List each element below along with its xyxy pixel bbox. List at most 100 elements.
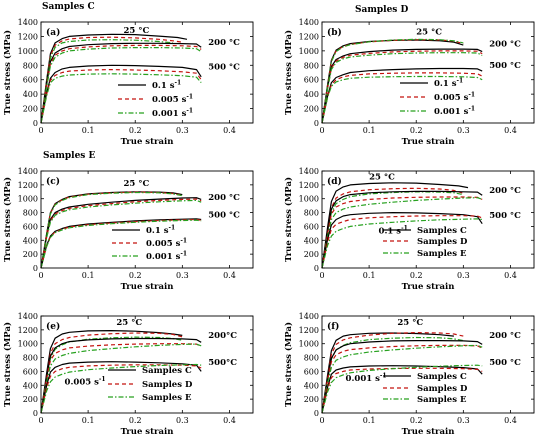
series-line bbox=[321, 197, 483, 269]
annotation-label: 0.005 s-1 bbox=[65, 376, 106, 388]
x-tick-label: 0.3 bbox=[457, 416, 470, 425]
x-tick-label: 0.3 bbox=[457, 126, 470, 135]
series-line bbox=[40, 64, 202, 124]
y-tick-label: 800 bbox=[304, 209, 319, 218]
y-tick-label: 200 bbox=[23, 105, 38, 114]
legend-label: Samples E bbox=[142, 393, 192, 403]
series-line bbox=[321, 75, 483, 124]
x-tick-label: 0.1 bbox=[82, 126, 95, 135]
legend-label: 0.1 s-1 bbox=[434, 78, 463, 90]
y-tick-label: 1400 bbox=[299, 167, 319, 176]
annotation-label: 500°C bbox=[208, 358, 237, 368]
y-axis-label: True stress (MPa) bbox=[2, 322, 13, 407]
x-tick-label: 0.1 bbox=[363, 416, 376, 425]
y-tick-label: 400 bbox=[304, 90, 319, 99]
panel-label: (e) bbox=[46, 321, 60, 332]
x-axis-label: True strain bbox=[402, 427, 455, 437]
y-axis-label: True stress (MPa) bbox=[283, 322, 294, 407]
annotation-label: 200 °C bbox=[208, 193, 240, 203]
y-tick-label: 400 bbox=[304, 236, 319, 245]
plot-frame bbox=[321, 315, 535, 414]
y-tick-label: 0 bbox=[314, 264, 319, 273]
series-line bbox=[321, 50, 483, 124]
annotation-label: 200 °C bbox=[489, 186, 521, 196]
y-tick-label: 400 bbox=[23, 90, 38, 99]
plot-frame bbox=[321, 170, 535, 269]
annotation-label: 25 °C bbox=[116, 318, 142, 328]
x-tick-label: 0.4 bbox=[223, 416, 236, 425]
y-axis-label: True stress (MPa) bbox=[283, 30, 294, 115]
y-tick-label: 600 bbox=[304, 367, 319, 376]
y-tick-label: 0 bbox=[314, 119, 319, 128]
x-tick-label: 0.1 bbox=[82, 271, 95, 280]
x-tick-label: 0.4 bbox=[504, 416, 517, 425]
annotation-label: 25 °C bbox=[123, 26, 149, 36]
x-tick-label: 0.3 bbox=[457, 271, 470, 280]
chart-panel: 0 0.1 0.2 0.3 0.4 0 200 400 600 800 1000 1200 1400 Tr… bbox=[283, 167, 535, 292]
panel-title: Samples C bbox=[42, 2, 95, 12]
legend-label: 0.1 s-1 bbox=[152, 80, 181, 92]
y-tick-label: 600 bbox=[23, 76, 38, 85]
y-tick-label: 0 bbox=[33, 264, 38, 273]
x-tick-label: 0.1 bbox=[82, 416, 95, 425]
series-line bbox=[40, 364, 202, 414]
x-tick-label: 0.2 bbox=[129, 126, 142, 135]
y-tick-label: 600 bbox=[23, 222, 38, 231]
series-line bbox=[321, 218, 483, 269]
y-tick-label: 1000 bbox=[18, 195, 38, 204]
x-tick-label: 0.4 bbox=[223, 271, 236, 280]
legend-label: Samples E bbox=[417, 249, 467, 259]
y-tick-label: 1400 bbox=[18, 312, 38, 321]
series-line bbox=[321, 52, 483, 124]
series-line bbox=[40, 44, 202, 124]
legend-label: 0.1 s-1 bbox=[146, 225, 175, 237]
x-tick-label: 0.1 bbox=[363, 126, 376, 135]
annotation-label: 200 °C bbox=[208, 38, 240, 48]
y-tick-label: 200 bbox=[23, 395, 38, 404]
series-line bbox=[321, 332, 454, 414]
y-tick-label: 1200 bbox=[18, 326, 38, 335]
x-tick-label: 0.1 bbox=[363, 271, 376, 280]
y-tick-label: 0 bbox=[33, 119, 38, 128]
annotation-label: 25 °C bbox=[369, 172, 395, 182]
x-tick-label: 0.4 bbox=[223, 126, 236, 135]
series-line bbox=[321, 344, 483, 414]
x-axis-label: True strain bbox=[402, 282, 455, 292]
series-line bbox=[321, 48, 483, 124]
series-line bbox=[40, 199, 202, 269]
x-axis-label: True strain bbox=[402, 137, 455, 147]
y-tick-label: 1000 bbox=[18, 47, 38, 56]
legend-label: Samples C bbox=[417, 372, 467, 382]
y-tick-label: 200 bbox=[23, 250, 38, 259]
x-tick-label: 0.3 bbox=[176, 126, 189, 135]
x-tick-label: 0 bbox=[38, 271, 43, 280]
series-line bbox=[321, 364, 483, 414]
x-axis-label: True strain bbox=[121, 427, 174, 437]
series-line bbox=[40, 361, 202, 414]
legend-label: 0.001 s-1 bbox=[434, 106, 475, 118]
panel-label: (d) bbox=[327, 176, 342, 187]
chart-panel: 0 0.1 0.2 0.3 0.4 0 200 400 600 800 1000 1200 1400 Tr… bbox=[2, 2, 254, 147]
x-axis-label: True strain bbox=[121, 282, 174, 292]
series-line bbox=[40, 68, 202, 124]
legend-label: Samples C bbox=[142, 366, 192, 376]
y-tick-label: 0 bbox=[314, 409, 319, 418]
annotation-label: 200 °C bbox=[489, 331, 521, 341]
y-tick-label: 1000 bbox=[299, 340, 319, 349]
series-line bbox=[321, 67, 483, 124]
series-line bbox=[40, 42, 202, 124]
series-line bbox=[321, 72, 483, 124]
plot-frame bbox=[40, 170, 254, 269]
series-line bbox=[40, 198, 202, 269]
y-tick-label: 400 bbox=[304, 381, 319, 390]
annotation-label: 500 °C bbox=[208, 210, 240, 220]
x-tick-label: 0.4 bbox=[504, 271, 517, 280]
y-tick-label: 1200 bbox=[299, 32, 319, 41]
y-tick-label: 1000 bbox=[18, 340, 38, 349]
y-axis-label: True stress (MPa) bbox=[2, 177, 13, 262]
legend-label: 0.005 s-1 bbox=[434, 92, 475, 104]
series-line bbox=[321, 367, 483, 414]
y-tick-label: 1200 bbox=[18, 32, 38, 41]
annotation-label: 25 °C bbox=[123, 179, 149, 189]
y-tick-label: 800 bbox=[23, 209, 38, 218]
